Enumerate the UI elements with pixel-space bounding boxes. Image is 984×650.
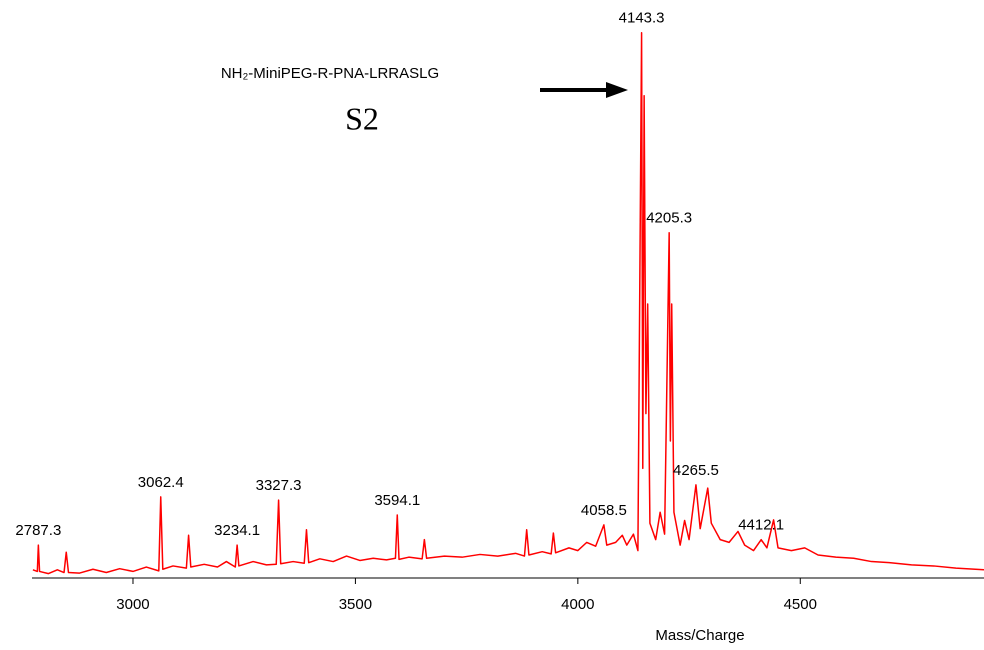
x-axis-label: Mass/Charge [655, 627, 744, 644]
peak-label: 2787.3 [15, 522, 61, 539]
peak-label: 4058.5 [581, 502, 627, 519]
spectrum-line [32, 31, 984, 575]
arrow [540, 82, 628, 98]
peak-label: 3327.3 [256, 477, 302, 494]
x-tick-label: 4000 [561, 596, 594, 613]
x-tick-label: 3500 [339, 596, 372, 613]
peak-label: 4265.5 [673, 462, 719, 479]
peak-label: 3594.1 [374, 492, 420, 509]
peak-label: 4205.3 [646, 210, 692, 227]
annotation: S2 [345, 100, 379, 136]
peak-label: 3234.1 [214, 522, 260, 539]
peak-label: 4143.3 [619, 10, 665, 27]
x-tick-label: 4500 [784, 596, 817, 613]
annotation: NH₂-MiniPEG-R-PNA-LRRASLG [221, 65, 439, 82]
x-tick-label: 3000 [116, 596, 149, 613]
peak-label: 3062.4 [138, 474, 184, 491]
peak-label: 4412.1 [738, 517, 784, 534]
